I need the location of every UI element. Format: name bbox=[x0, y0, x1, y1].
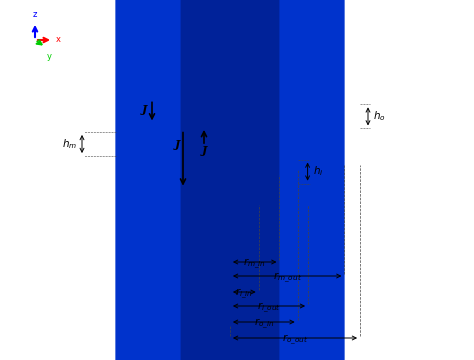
Text: $r_{m\_in}$: $r_{m\_in}$ bbox=[243, 257, 266, 271]
Text: J: J bbox=[175, 139, 180, 150]
Text: $r_{o\_in}$: $r_{o\_in}$ bbox=[254, 317, 274, 331]
Text: $r_{i\_in}$: $r_{i\_in}$ bbox=[235, 287, 253, 301]
Text: $h_i$: $h_i$ bbox=[312, 165, 323, 179]
Polygon shape bbox=[110, 0, 345, 360]
Text: J: J bbox=[142, 104, 147, 116]
Polygon shape bbox=[181, 0, 282, 360]
Text: $r_{o\_out}$: $r_{o\_out}$ bbox=[282, 333, 308, 347]
Text: y: y bbox=[47, 52, 52, 61]
Text: J: J bbox=[201, 145, 207, 156]
Text: $r_{m\_out}$: $r_{m\_out}$ bbox=[273, 271, 302, 285]
Text: z: z bbox=[33, 10, 37, 19]
Text: $r_{i\_out}$: $r_{i\_out}$ bbox=[257, 301, 281, 315]
Text: $h_m$: $h_m$ bbox=[62, 137, 77, 151]
Text: $h_o$: $h_o$ bbox=[373, 109, 386, 123]
Polygon shape bbox=[116, 0, 349, 360]
Text: x: x bbox=[56, 36, 61, 45]
